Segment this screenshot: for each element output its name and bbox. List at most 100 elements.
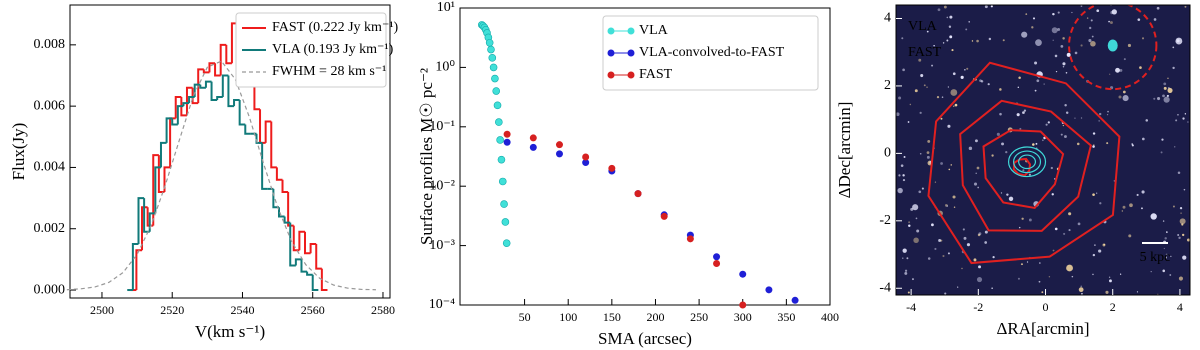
step-segment xyxy=(225,44,232,65)
step-segment xyxy=(135,249,143,291)
star xyxy=(898,96,902,100)
star xyxy=(897,187,903,194)
star xyxy=(1096,9,1100,13)
point xyxy=(582,153,590,161)
star xyxy=(902,174,905,177)
star xyxy=(1017,86,1020,89)
x-axis-label: V(km s⁻¹) xyxy=(195,322,265,341)
x-axis-label: SMA (arcsec) xyxy=(598,329,692,348)
star xyxy=(1109,279,1112,283)
star xyxy=(947,124,951,128)
step-segment xyxy=(221,74,229,97)
star xyxy=(1177,171,1181,174)
x-tick-label: 400 xyxy=(821,310,839,324)
star xyxy=(1066,52,1071,57)
point xyxy=(634,190,642,198)
star xyxy=(1115,67,1120,73)
star xyxy=(940,117,943,120)
star xyxy=(1098,112,1102,116)
star xyxy=(906,257,909,260)
star xyxy=(1178,236,1181,240)
star xyxy=(991,287,993,289)
star xyxy=(1065,111,1069,114)
step-segment xyxy=(275,167,283,181)
star xyxy=(1170,255,1172,258)
x-tick-label: 100 xyxy=(559,310,577,324)
step-segment xyxy=(281,179,289,193)
star xyxy=(1153,18,1157,21)
star xyxy=(966,67,969,70)
star xyxy=(977,186,979,189)
step-segment xyxy=(188,95,195,104)
star xyxy=(1035,39,1042,46)
star xyxy=(1036,79,1040,83)
y-tick-label: 4 xyxy=(884,11,891,26)
star xyxy=(1038,280,1041,283)
star xyxy=(913,237,919,244)
x-tick-label: 350 xyxy=(777,310,795,324)
star xyxy=(1054,227,1058,231)
star xyxy=(1054,54,1058,58)
star xyxy=(900,164,904,167)
star xyxy=(944,292,947,295)
step-segment xyxy=(171,118,178,126)
star xyxy=(1071,11,1073,14)
point xyxy=(498,177,507,186)
star xyxy=(1060,45,1064,48)
point xyxy=(491,74,499,83)
star xyxy=(1165,253,1168,256)
star xyxy=(926,30,929,33)
star xyxy=(1107,110,1109,113)
star xyxy=(902,179,906,182)
y-axis-label: Surface profiles M☉ pc⁻² xyxy=(417,68,436,245)
point xyxy=(765,286,773,294)
star xyxy=(1022,111,1025,114)
star xyxy=(1166,94,1169,97)
star xyxy=(1187,121,1189,123)
star xyxy=(938,238,942,242)
step-segment xyxy=(264,120,272,143)
star xyxy=(1062,37,1065,40)
star xyxy=(957,286,959,288)
star xyxy=(1018,226,1021,229)
step-segment xyxy=(287,191,294,227)
point xyxy=(503,138,511,146)
step-segment xyxy=(180,96,187,117)
panel-label: FAST xyxy=(908,45,942,60)
star xyxy=(1141,190,1145,194)
star xyxy=(966,243,971,247)
star xyxy=(926,151,930,154)
star xyxy=(927,139,931,143)
star xyxy=(1080,117,1083,119)
x-tick-label: 0 xyxy=(1043,300,1049,314)
star xyxy=(952,105,955,108)
star xyxy=(1052,12,1055,16)
star xyxy=(1150,271,1152,273)
star xyxy=(1172,46,1175,49)
star xyxy=(934,181,937,183)
vla-contour xyxy=(1007,146,1047,178)
x-tick-label: 2580 xyxy=(371,303,395,317)
star xyxy=(960,75,964,79)
step-segment xyxy=(238,100,246,126)
y-axis-label: Flux(Jy) xyxy=(9,123,28,181)
star xyxy=(1089,26,1092,30)
star xyxy=(1065,71,1068,74)
x-tick-label: -4 xyxy=(906,300,916,314)
star xyxy=(1034,61,1038,65)
point xyxy=(529,143,537,151)
star xyxy=(1109,73,1111,75)
star xyxy=(921,187,924,190)
star xyxy=(1106,142,1109,145)
star xyxy=(1139,66,1142,69)
star xyxy=(1098,249,1102,253)
point xyxy=(492,87,501,95)
y-tick-label: 10⁻³ xyxy=(429,238,455,253)
star xyxy=(919,152,922,155)
star xyxy=(912,204,919,211)
step-segment xyxy=(202,69,210,74)
star xyxy=(1108,276,1111,278)
star xyxy=(984,5,988,9)
star xyxy=(1111,9,1117,15)
star xyxy=(974,139,978,143)
